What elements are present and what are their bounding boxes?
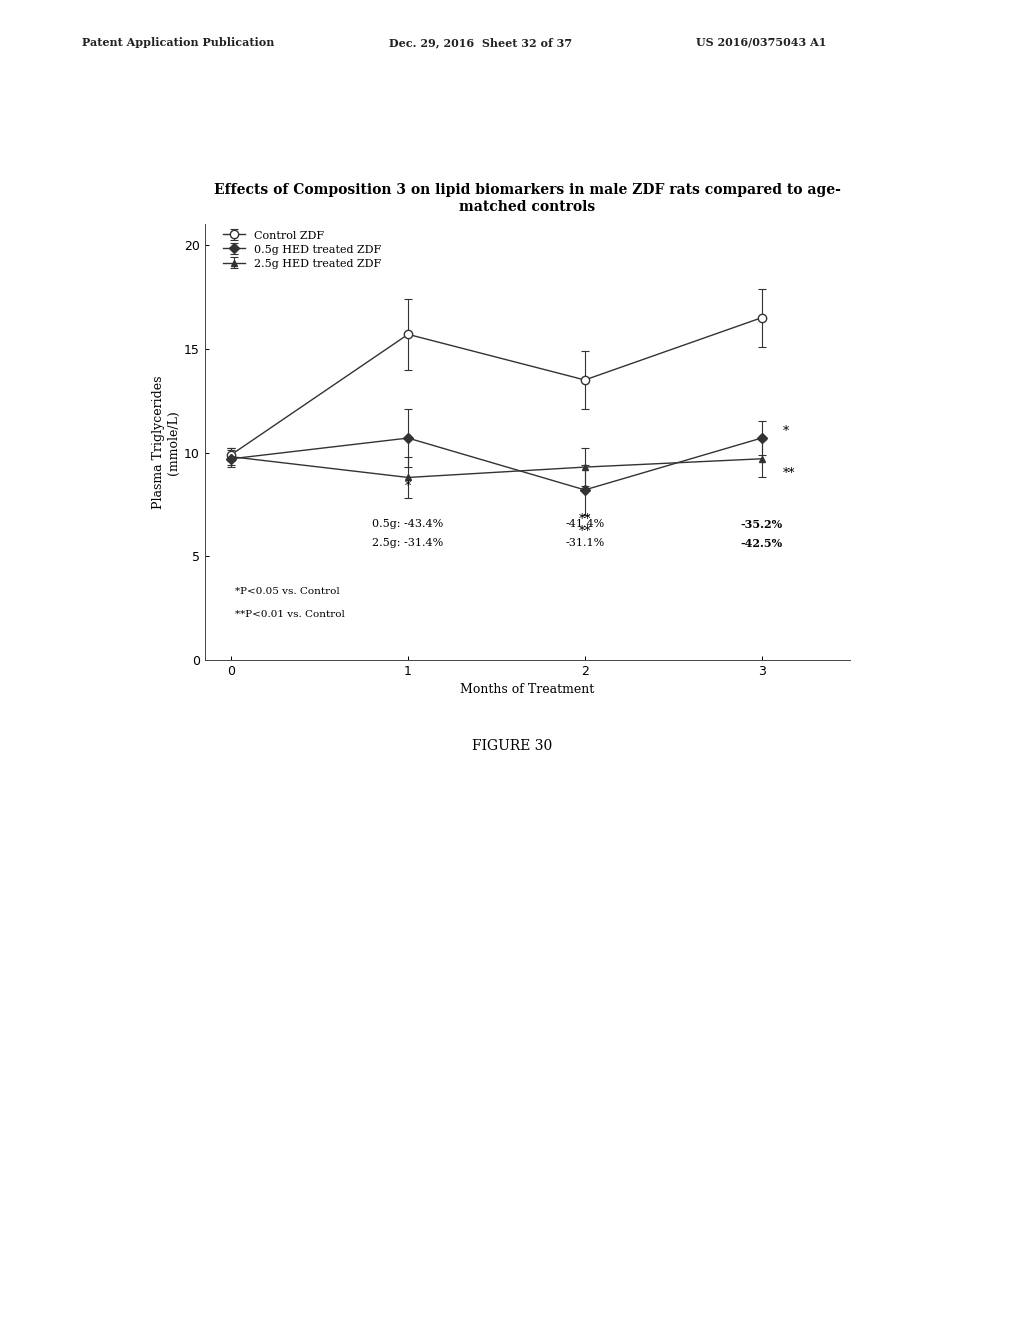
Text: **P<0.01 vs. Control: **P<0.01 vs. Control (234, 610, 345, 619)
Text: **: ** (782, 467, 796, 479)
Text: *P<0.05 vs. Control: *P<0.05 vs. Control (234, 587, 340, 597)
Y-axis label: Plasma Triglycerides
(mmole/L): Plasma Triglycerides (mmole/L) (152, 375, 180, 510)
Text: Patent Application Publication: Patent Application Publication (82, 37, 274, 48)
Text: **: ** (579, 525, 591, 539)
Text: Dec. 29, 2016  Sheet 32 of 37: Dec. 29, 2016 Sheet 32 of 37 (389, 37, 572, 48)
Text: -31.1%: -31.1% (565, 537, 604, 548)
Title: Effects of Composition 3 on lipid biomarkers in male ZDF rats compared to age-
m: Effects of Composition 3 on lipid biomar… (214, 183, 841, 214)
Text: 0.5g: -43.4%: 0.5g: -43.4% (373, 519, 443, 529)
X-axis label: Months of Treatment: Months of Treatment (460, 684, 595, 697)
Text: **: ** (579, 512, 591, 525)
Text: *: * (782, 425, 790, 438)
Text: FIGURE 30: FIGURE 30 (472, 739, 552, 754)
Text: -42.5%: -42.5% (740, 537, 782, 549)
Text: -35.2%: -35.2% (740, 519, 782, 529)
Text: US 2016/0375043 A1: US 2016/0375043 A1 (696, 37, 826, 48)
Legend: Control ZDF, 0.5g HED treated ZDF, 2.5g HED treated ZDF: Control ZDF, 0.5g HED treated ZDF, 2.5g … (223, 230, 382, 269)
Text: *: * (404, 479, 412, 492)
Text: 2.5g: -31.4%: 2.5g: -31.4% (373, 537, 443, 548)
Text: -41.4%: -41.4% (565, 519, 604, 529)
